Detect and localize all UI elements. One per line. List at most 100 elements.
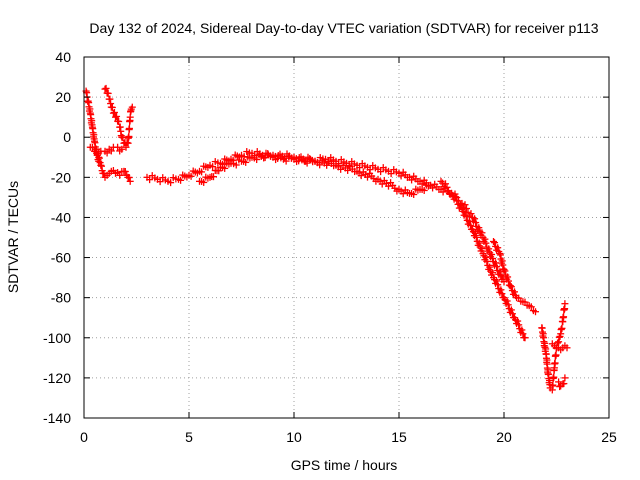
data-point-fill [485,245,493,253]
data-point-fill [253,156,261,164]
data-point-fill [486,263,494,271]
x-tick-label: 25 [601,429,617,445]
data-point-fill [478,245,486,253]
data-point-fill [560,313,568,321]
y-tick-label: -40 [51,209,71,225]
data-point-fill [475,224,483,232]
data-point-fill [481,235,489,243]
data-point-fill [410,190,418,198]
data-point-fill [467,210,475,218]
data-point-fill [471,215,479,223]
data-point-fill [505,277,512,285]
data-point-fill [453,197,461,204]
data-point [521,334,529,342]
data-point-fill [472,219,480,227]
y-tick-label: 20 [55,89,71,105]
data-point-fill [494,281,502,289]
data-point-fill [501,267,509,275]
data-point [109,109,117,117]
data-point-fill [281,154,289,162]
data-point-fill [364,173,371,181]
data-point-fill [497,286,505,294]
data-point-fill [103,149,111,157]
data-point-fill [295,157,303,165]
data-point-fill [387,170,395,178]
data-point-fill [549,381,557,389]
data-point-fill [488,250,496,258]
data-point [101,85,109,93]
data-point-fill [560,380,568,388]
data-point-fill [466,221,474,229]
x-axis-label: GPS time / hours [291,457,398,473]
data-point [561,300,569,308]
data-point-fill [232,161,240,169]
data-point [97,161,105,169]
data-point-fill [493,277,501,285]
data-point [500,266,508,274]
data-point-fill [108,103,116,111]
data-point-fill [498,290,506,298]
y-tick-label: -100 [43,330,71,346]
data-point-fill [514,317,522,325]
data-point-fill [507,283,515,291]
data-point [490,238,497,246]
data-point-fill [242,158,250,166]
data-point-fill [397,172,405,180]
data-point [555,338,563,346]
x-tick-label: 0 [80,429,88,445]
data-point-fill [177,176,185,184]
data-point-fill [123,139,131,147]
data-point-fill [420,186,428,194]
x-tick-label: 20 [496,429,512,445]
data-point-fill [503,297,511,305]
data-point-fill [507,306,515,314]
data-point-fill [98,162,105,170]
data-point [561,374,569,382]
data-point-fill [107,147,115,155]
data-point-fill [494,244,502,252]
data-point-fill [489,254,497,262]
data-point-fill [457,202,465,210]
data-point-fill [113,112,121,120]
data-point-fill [344,166,352,174]
data-point-fill [472,233,480,241]
data-point-fill [107,100,115,108]
data-point-fill [110,108,118,116]
axes: 0 5 10 15 20 25 -140 -120 -100 -80 -60 -40 -20 0 20 40 [43,49,617,445]
data-point [116,171,124,179]
data-point-fill [115,117,123,125]
y-tick-label: -60 [51,250,71,266]
data-point-fill [399,190,407,198]
data-point-fill [482,253,490,261]
data-point-fill [146,176,154,184]
data-point-fill [558,324,566,332]
data-point-fill [156,178,164,186]
data-point-fill [442,180,449,188]
data-point-fill [104,89,112,97]
data-point-fill [198,168,206,176]
data-point-fill [493,263,501,271]
data-point-fill [475,239,483,247]
data-point-fill [496,268,504,276]
data-point [555,378,563,386]
y-tick-label: -140 [43,410,71,426]
data-point-fill [125,174,133,182]
data-point-fill [471,229,479,237]
plot-frame [83,56,610,419]
data-point [114,143,122,151]
data-point-fill [550,373,558,381]
data-point [128,103,136,111]
data-point-fill [489,269,497,277]
data-point-fill [491,239,499,247]
data-point-fill [515,321,523,329]
y-tick-label: -80 [51,290,71,306]
data-point-fill [125,124,133,132]
y-tick-label: 0 [63,129,71,145]
data-point [93,145,101,153]
data-point-fill [316,161,324,169]
data-point-fill [439,179,446,187]
data-point-fill [323,161,331,169]
data-point-fill [106,95,114,103]
data-point-fill [555,333,563,341]
